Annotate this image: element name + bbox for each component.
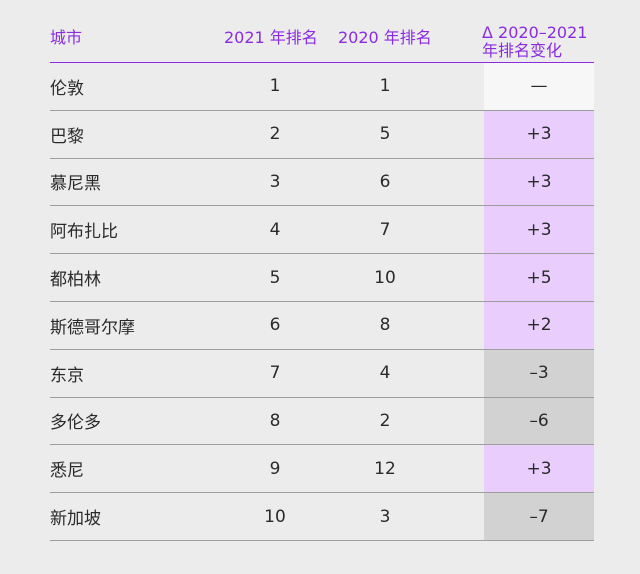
table-row: 悉尼 9 12 +3 [50,445,594,494]
rank-2021-cell: 5 [269,267,281,288]
rank-2020-cell: 8 [379,315,391,336]
rank-change-cell: +3 [484,445,594,493]
city-cell: 阿布扎比 [50,222,118,243]
table-row: 都柏林 5 10 +5 [50,254,594,302]
header-rank-2020: 2020 年排名 [338,28,432,47]
table-row: 慕尼黑 3 6 +3 [50,158,594,207]
rank-change-cell: –3 [484,349,594,397]
rank-2020-cell: 12 [374,458,396,479]
table-row: 巴黎 2 5 +3 [50,110,594,159]
city-cell: 都柏林 [50,270,101,291]
city-cell: 斯德哥尔摩 [50,317,135,338]
rank-change-cell: –6 [484,397,594,445]
rank-change-cell: +2 [484,301,594,349]
table-row: 东京 7 4 –3 [50,349,594,398]
ranking-table: 城市 2021 年排名 2020 年排名 Δ 2020–2021 年排名变化 伦… [50,14,594,541]
header-rank-2021: 2021 年排名 [224,28,318,47]
header-rank-change-line2: 年排名变化 [482,41,563,60]
header-rank-change: Δ 2020–2021 年排名变化 [482,24,587,60]
table-row: 伦敦 1 1 — [50,63,594,111]
rank-2021-cell: 4 [269,219,281,240]
rank-change-cell: +3 [484,110,594,158]
table-row: 斯德哥尔摩 6 8 +2 [50,301,594,350]
rank-change-cell: — [484,63,594,110]
header-city: 城市 [50,28,83,47]
header-rank-change-line1: Δ 2020–2021 [482,23,588,42]
rank-2021-cell: 6 [269,315,281,336]
city-cell: 东京 [50,365,84,386]
rank-2020-cell: 6 [379,171,391,192]
rank-2020-cell: 1 [379,76,391,97]
rank-2020-cell: 7 [379,219,391,240]
table-row: 阿布扎比 4 7 +3 [50,206,594,255]
rank-2020-cell: 10 [374,267,396,288]
rank-2021-cell: 7 [269,363,281,384]
table-header: 城市 2021 年排名 2020 年排名 Δ 2020–2021 年排名变化 [50,14,594,63]
rank-2020-cell: 3 [379,506,391,527]
rank-2021-cell: 8 [269,410,281,431]
city-cell: 新加坡 [50,509,101,530]
city-cell: 多伦多 [50,413,101,434]
table-row: 多伦多 8 2 –6 [50,397,594,446]
rank-change-cell: +3 [484,206,594,254]
rank-2021-cell: 3 [269,171,281,192]
city-cell: 巴黎 [50,126,84,147]
city-cell: 伦敦 [50,78,84,99]
rank-change-cell: –7 [484,493,594,540]
city-cell: 慕尼黑 [50,174,101,195]
rank-2020-cell: 5 [379,124,391,145]
rank-change-cell: +5 [484,254,594,301]
rank-2021-cell: 10 [264,506,286,527]
rank-change-cell: +3 [484,158,594,206]
rank-2020-cell: 2 [379,410,391,431]
rank-2021-cell: 1 [269,76,281,97]
rank-2021-cell: 9 [269,458,281,479]
rank-2021-cell: 2 [269,124,281,145]
table-row: 新加坡 10 3 –7 [50,493,594,541]
table-body: 伦敦 1 1 — 巴黎 2 5 +3 慕尼黑 3 6 +3 阿布扎比 4 7 +… [50,63,594,541]
city-cell: 悉尼 [50,461,84,482]
rank-2020-cell: 4 [379,363,391,384]
